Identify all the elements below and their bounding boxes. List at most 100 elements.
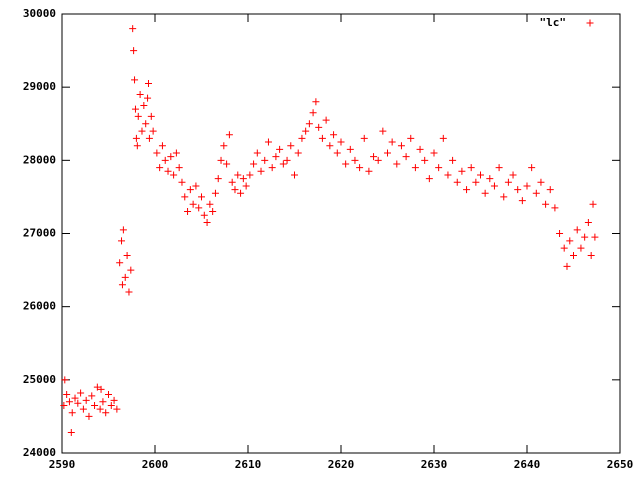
point [458,167,466,175]
point [481,189,489,197]
point [577,244,585,252]
point [127,266,135,274]
point [214,175,222,183]
point [119,226,127,234]
point [131,76,139,84]
point [333,149,341,157]
point [370,153,378,161]
point [365,167,373,175]
point [134,112,142,120]
point [305,120,313,128]
point [211,189,219,197]
point [145,134,153,142]
point [250,160,258,168]
point [411,164,419,172]
point [495,164,503,172]
point [315,123,323,131]
point [509,171,517,179]
point [523,182,531,190]
y-tick-label: 28000 [23,153,56,166]
point [129,25,137,33]
point [133,142,141,150]
point [107,401,115,409]
y-tick-label: 25000 [23,373,56,386]
point [131,105,139,113]
x-tick-label: 2620 [328,458,355,471]
point [186,186,194,194]
point [388,138,396,146]
point [435,164,443,172]
point [453,178,461,186]
point [175,164,183,172]
legend-marker [586,19,594,27]
point [351,156,359,164]
point [542,200,550,208]
point [96,405,104,413]
point [532,189,540,197]
point [374,156,382,164]
point [113,405,121,413]
point [200,211,208,219]
point [138,127,146,135]
point [279,160,287,168]
point [234,171,242,179]
x-tick-label: 2640 [514,458,541,471]
point [184,208,192,216]
point [318,134,326,142]
point [581,233,589,241]
point [514,186,522,194]
point [225,131,233,139]
point [337,138,345,146]
point [220,142,228,150]
point [384,149,391,157]
point [105,390,112,398]
plot-frame [61,13,621,454]
point [589,200,597,208]
point [291,171,298,179]
point [167,153,175,161]
point [178,178,186,186]
point [518,197,526,205]
point [198,193,205,201]
point [88,392,96,400]
point [309,109,317,117]
point [407,134,415,142]
point [302,127,310,135]
point [264,138,272,146]
point [425,175,433,183]
point [82,396,90,404]
y-tick-label: 27000 [23,227,56,240]
point [158,142,166,150]
point [140,101,148,109]
point [486,175,494,183]
point [430,149,438,157]
point [79,405,87,413]
point [261,156,269,164]
point [360,134,368,142]
point [528,164,536,172]
point [74,399,82,407]
point [500,193,508,201]
point [330,131,338,139]
point [132,134,140,142]
x-tick-label: 2650 [607,458,634,471]
point [551,204,559,212]
point [110,396,118,404]
point [546,186,554,194]
point [356,164,364,172]
point [71,394,79,402]
point [68,409,76,417]
point [560,244,568,252]
point [228,178,236,186]
point [587,251,595,259]
point [504,178,512,186]
point [477,171,484,179]
point [67,429,75,437]
point [65,398,73,406]
point [147,112,155,120]
point [164,167,172,175]
y-tick-label: 26000 [23,300,56,313]
point [312,98,320,106]
